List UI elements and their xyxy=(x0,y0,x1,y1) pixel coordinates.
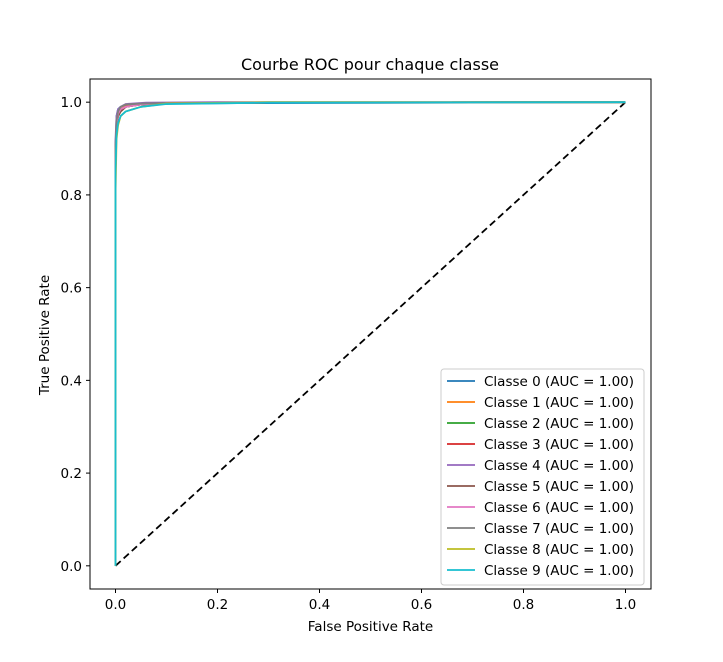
legend-label-classe-6: Classe 6 (AUC = 1.00) xyxy=(484,500,634,516)
x-tick-label: 0.8 xyxy=(513,597,534,613)
x-tick-label: 1.0 xyxy=(615,597,636,613)
legend-label-classe-9: Classe 9 (AUC = 1.00) xyxy=(484,563,634,579)
legend-label-classe-3: Classe 3 (AUC = 1.00) xyxy=(484,437,634,453)
x-axis-label: False Positive Rate xyxy=(308,619,433,635)
y-tick-label: 0.8 xyxy=(61,188,82,204)
x-tick-label: 0.4 xyxy=(309,597,330,613)
legend-label-classe-4: Classe 4 (AUC = 1.00) xyxy=(484,458,634,474)
x-tick-label: 0.0 xyxy=(105,597,126,613)
legend-label-classe-0: Classe 0 (AUC = 1.00) xyxy=(484,374,634,390)
chart-title: Courbe ROC pour chaque classe xyxy=(241,55,499,74)
plot-area xyxy=(89,78,652,590)
axes-frame xyxy=(89,78,652,590)
legend: Classe 0 (AUC = 1.00) Classe 1 (AUC = 1.0… xyxy=(440,368,645,586)
series-line-classe-9 xyxy=(114,101,626,566)
legend-box xyxy=(440,368,645,586)
x-tick-label: 0.2 xyxy=(207,597,228,613)
y-tick-label: 0.2 xyxy=(61,466,82,482)
legend-label-classe-2: Classe 2 (AUC = 1.00) xyxy=(484,416,634,432)
y-tick-label: 1.0 xyxy=(61,95,82,111)
diagonal-reference-line xyxy=(114,101,627,567)
x-axis: 0.0 0.2 0.4 0.6 0.8 1.0 xyxy=(105,589,636,613)
legend-label-classe-1: Classe 1 (AUC = 1.00) xyxy=(484,395,634,411)
y-tick-label: 0.0 xyxy=(61,559,82,575)
legend-label-classe-5: Classe 5 (AUC = 1.00) xyxy=(484,479,634,495)
x-tick-label: 0.6 xyxy=(411,597,432,613)
legend-label-classe-7: Classe 7 (AUC = 1.00) xyxy=(484,521,634,537)
y-axis: 0.0 0.2 0.4 0.6 0.8 1.0 xyxy=(61,95,90,575)
y-axis-label: True Positive Rate xyxy=(37,275,53,396)
y-tick-label: 0.4 xyxy=(61,373,82,389)
legend-label-classe-8: Classe 8 (AUC = 1.00) xyxy=(484,542,634,558)
y-tick-label: 0.6 xyxy=(61,281,82,297)
